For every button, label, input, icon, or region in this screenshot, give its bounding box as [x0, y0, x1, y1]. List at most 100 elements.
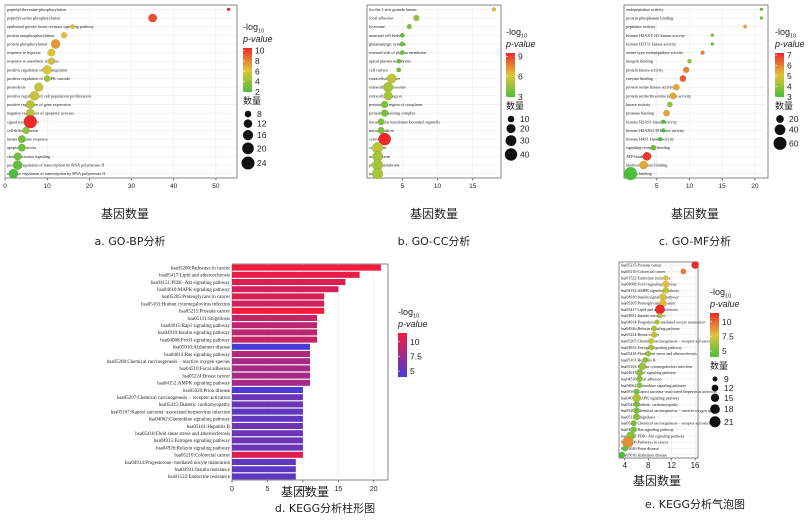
bar-category-label: hsa05131:Shigellosis [187, 317, 230, 322]
term-label: integrin binding [626, 59, 654, 64]
bubble-point [683, 66, 690, 74]
bubble-point [633, 401, 640, 408]
bar [232, 451, 303, 458]
bubble-point [17, 143, 26, 152]
colorbar-title-subscript: 10 [521, 34, 527, 40]
bar [232, 293, 325, 300]
term-label: glutamatergic synapse [369, 41, 406, 46]
term-label: hsa05208:Chemical carcinogenesis − react… [621, 408, 720, 413]
colorbar-tick-label: 6 [255, 66, 260, 76]
bubble-point [69, 24, 76, 30]
size-legend-dot [776, 115, 784, 123]
bubble-point [662, 280, 670, 288]
bar-category-label: hsa04015:Rap1 signaling pathway [161, 324, 230, 329]
size-legend-label: 21 [724, 417, 734, 427]
bubble-point [386, 73, 397, 84]
panel-c: 5 10 15 20 endopeptidase activity protein pho… [623, 4, 805, 248]
term-label: ATP binding [626, 154, 648, 159]
bubble-point [648, 344, 655, 351]
colorbar-title: -log10 [506, 27, 527, 40]
bar-category-label: hsa05161:Hepatitis B [187, 425, 231, 430]
term-label: positive regulation of transcription by … [7, 163, 105, 168]
x-tick-label: 5 [400, 183, 404, 190]
size-legend-dot [712, 376, 718, 382]
bar [232, 336, 318, 343]
bubble-point [650, 144, 657, 151]
bubble-point [636, 375, 643, 383]
bar-category-label: hsa04910:Insulin signaling pathway [158, 331, 231, 336]
size-legend-label: 30 [520, 136, 530, 146]
bubble-point [672, 83, 680, 91]
x-tick-label: 40 [170, 183, 178, 190]
term-label: external side of plasma membrane [369, 50, 427, 55]
colorbar-tick-label: 2 [255, 87, 260, 97]
bubble-point [648, 338, 655, 344]
colorbar-ramp [398, 333, 407, 377]
term-label: hsa05010:Alzheimer disease [621, 452, 667, 457]
bubble-point [377, 118, 385, 126]
term-label: response to hypoxia [7, 50, 41, 55]
bubble-point [639, 160, 648, 170]
term-label: plasma membrane [369, 163, 400, 168]
bubble-point [638, 362, 647, 371]
bar-category-label: hsa04152:AMPK signaling pathway [157, 382, 230, 387]
term-label: signal transduction [7, 119, 40, 124]
bar-category-label: hsa05415:Diabetic cardiomyopathy [159, 403, 231, 408]
size-legend-label: 40 [520, 149, 530, 159]
bar-category-label: hsa05215:Prostate cancer [179, 310, 230, 315]
colorbar-tick-label: 3 [518, 92, 523, 102]
term-label: hsa04926:Relaxin signaling pathway [621, 326, 680, 331]
size-legend-title: 数量 [775, 100, 793, 111]
bar-category-label: hsa05207:Chemical carcinogenesis − recep… [117, 396, 231, 401]
panel-caption: b. GO-CC分析 [398, 234, 471, 248]
bubble-point [759, 7, 764, 12]
bar-category-label: hsa05167:Kaposi sarcoma−associated herpe… [111, 410, 231, 415]
term-label: perinuclear region of cytoplasm [369, 102, 423, 107]
bar [232, 322, 318, 329]
size-legend-dot [710, 393, 720, 402]
colorbar-subtitle: p-value [505, 39, 536, 49]
bubble-point [23, 115, 37, 129]
bar-category-label: hsa04931:Insulin resistance [175, 468, 231, 473]
term-label: signaling receptor binding [626, 145, 671, 150]
bubble-point [679, 75, 687, 82]
bubble-point [743, 24, 748, 29]
colorbar-title: -log10 [710, 287, 731, 300]
term-label: lysosome [369, 24, 385, 29]
bubble-point [657, 136, 663, 142]
term-label: hsa05167:Kaposi sarcoma−associated herpe… [621, 389, 716, 394]
bubble-point [661, 119, 666, 124]
bar [232, 437, 303, 444]
size-legend-label: 9 [724, 374, 729, 384]
x-tick-label: 0 [3, 183, 7, 190]
panel-e: 4 8 12 16 hsa05215:Prostate cancerhsa05210:C… [618, 261, 745, 511]
bubble-point [406, 24, 412, 30]
bubble-point [380, 100, 389, 109]
term-label: cell surface [369, 67, 388, 72]
term-label: protease binding [626, 111, 655, 116]
bar-category-label: hsa04062:Chemokine signaling pathway [149, 418, 231, 423]
bar [232, 394, 303, 401]
term-label: hsa04010:MAPK signaling pathway [621, 395, 679, 400]
colorbar-tick-label: 10 [722, 317, 732, 327]
term-label: hsa04931:Insulin resistance [621, 313, 666, 318]
bar [232, 444, 303, 451]
bubble-point [380, 109, 389, 117]
term-label: apical plasma membrane [369, 59, 411, 64]
x-axis-title: 基因数量 [281, 484, 329, 499]
bubble-point [642, 151, 652, 161]
bar [232, 278, 346, 286]
size-legend-label: 60 [789, 138, 799, 148]
term-label: hsa05161:Hepatitis B [621, 358, 656, 363]
size-legend-label: 40 [789, 125, 799, 135]
bubble-point [618, 451, 626, 459]
size-legend-title: 数量 [243, 95, 261, 106]
bubble-point [680, 268, 687, 275]
bar [232, 430, 303, 437]
term-label: extracellular space [369, 76, 400, 81]
term-label: epidermal growth factor receptor signali… [7, 24, 95, 29]
term-label: serine-type endopeptidase activity [626, 50, 684, 55]
bubble-point [759, 16, 764, 20]
term-label: histone H2AXS139 kinase activity [626, 128, 685, 133]
